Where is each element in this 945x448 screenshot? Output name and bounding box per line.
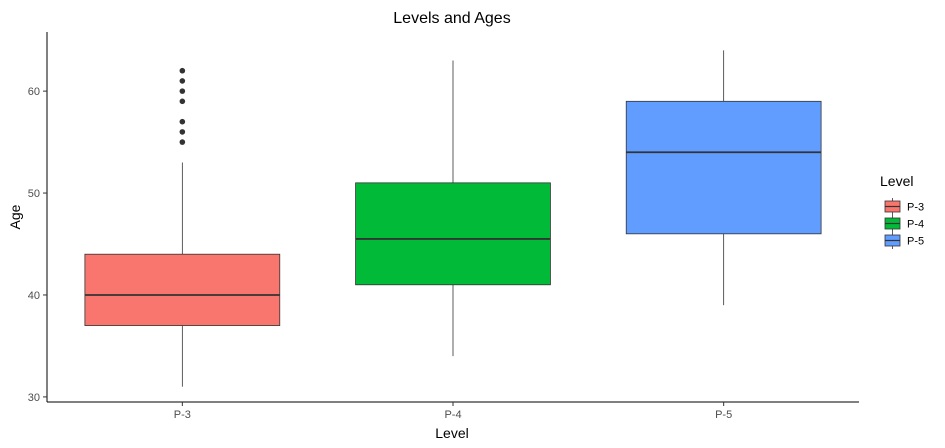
x-axis-title: Level (435, 425, 468, 441)
outlier-point (179, 67, 186, 74)
legend-title: Level (880, 173, 913, 189)
box-P-4 (355, 60, 551, 357)
y-tick-label-60: 60 (28, 86, 40, 98)
outlier-point (179, 118, 186, 125)
box-body (84, 253, 281, 326)
outlier-point (179, 78, 186, 84)
y-tick-label-50: 50 (28, 188, 40, 200)
outlier-point (179, 129, 186, 135)
y-tick-label-40: 40 (28, 290, 40, 302)
x-tick-label-P-3: P-3 (174, 409, 191, 421)
chart-title: Levels and Ages (393, 10, 510, 27)
legend-entry-P-3: P-3 (884, 198, 924, 215)
outlier-point (179, 139, 186, 145)
legend-entry-P-4: P-4 (884, 215, 924, 232)
plot-area: 30 40 50 60 P-3 P-4 P-5 (28, 32, 859, 421)
legend-entry-P-5: P-5 (884, 232, 924, 249)
y-tick-label-30: 30 (28, 392, 40, 404)
legend-label-P-4: P-4 (907, 219, 924, 231)
box-body (355, 182, 551, 286)
legend-label-P-5: P-5 (907, 236, 924, 248)
box-P-3 (84, 67, 281, 387)
y-axis-title: Age (7, 204, 23, 229)
box-P-5 (625, 50, 822, 306)
x-tick-label-P-4: P-4 (444, 409, 461, 421)
legend: Level P-3 P-4 P-5 (880, 173, 924, 249)
x-tick-label-P-5: P-5 (715, 409, 732, 421)
box-body (625, 100, 822, 235)
outlier-point (179, 98, 186, 105)
outlier-point (179, 88, 186, 94)
legend-label-P-3: P-3 (907, 202, 924, 214)
